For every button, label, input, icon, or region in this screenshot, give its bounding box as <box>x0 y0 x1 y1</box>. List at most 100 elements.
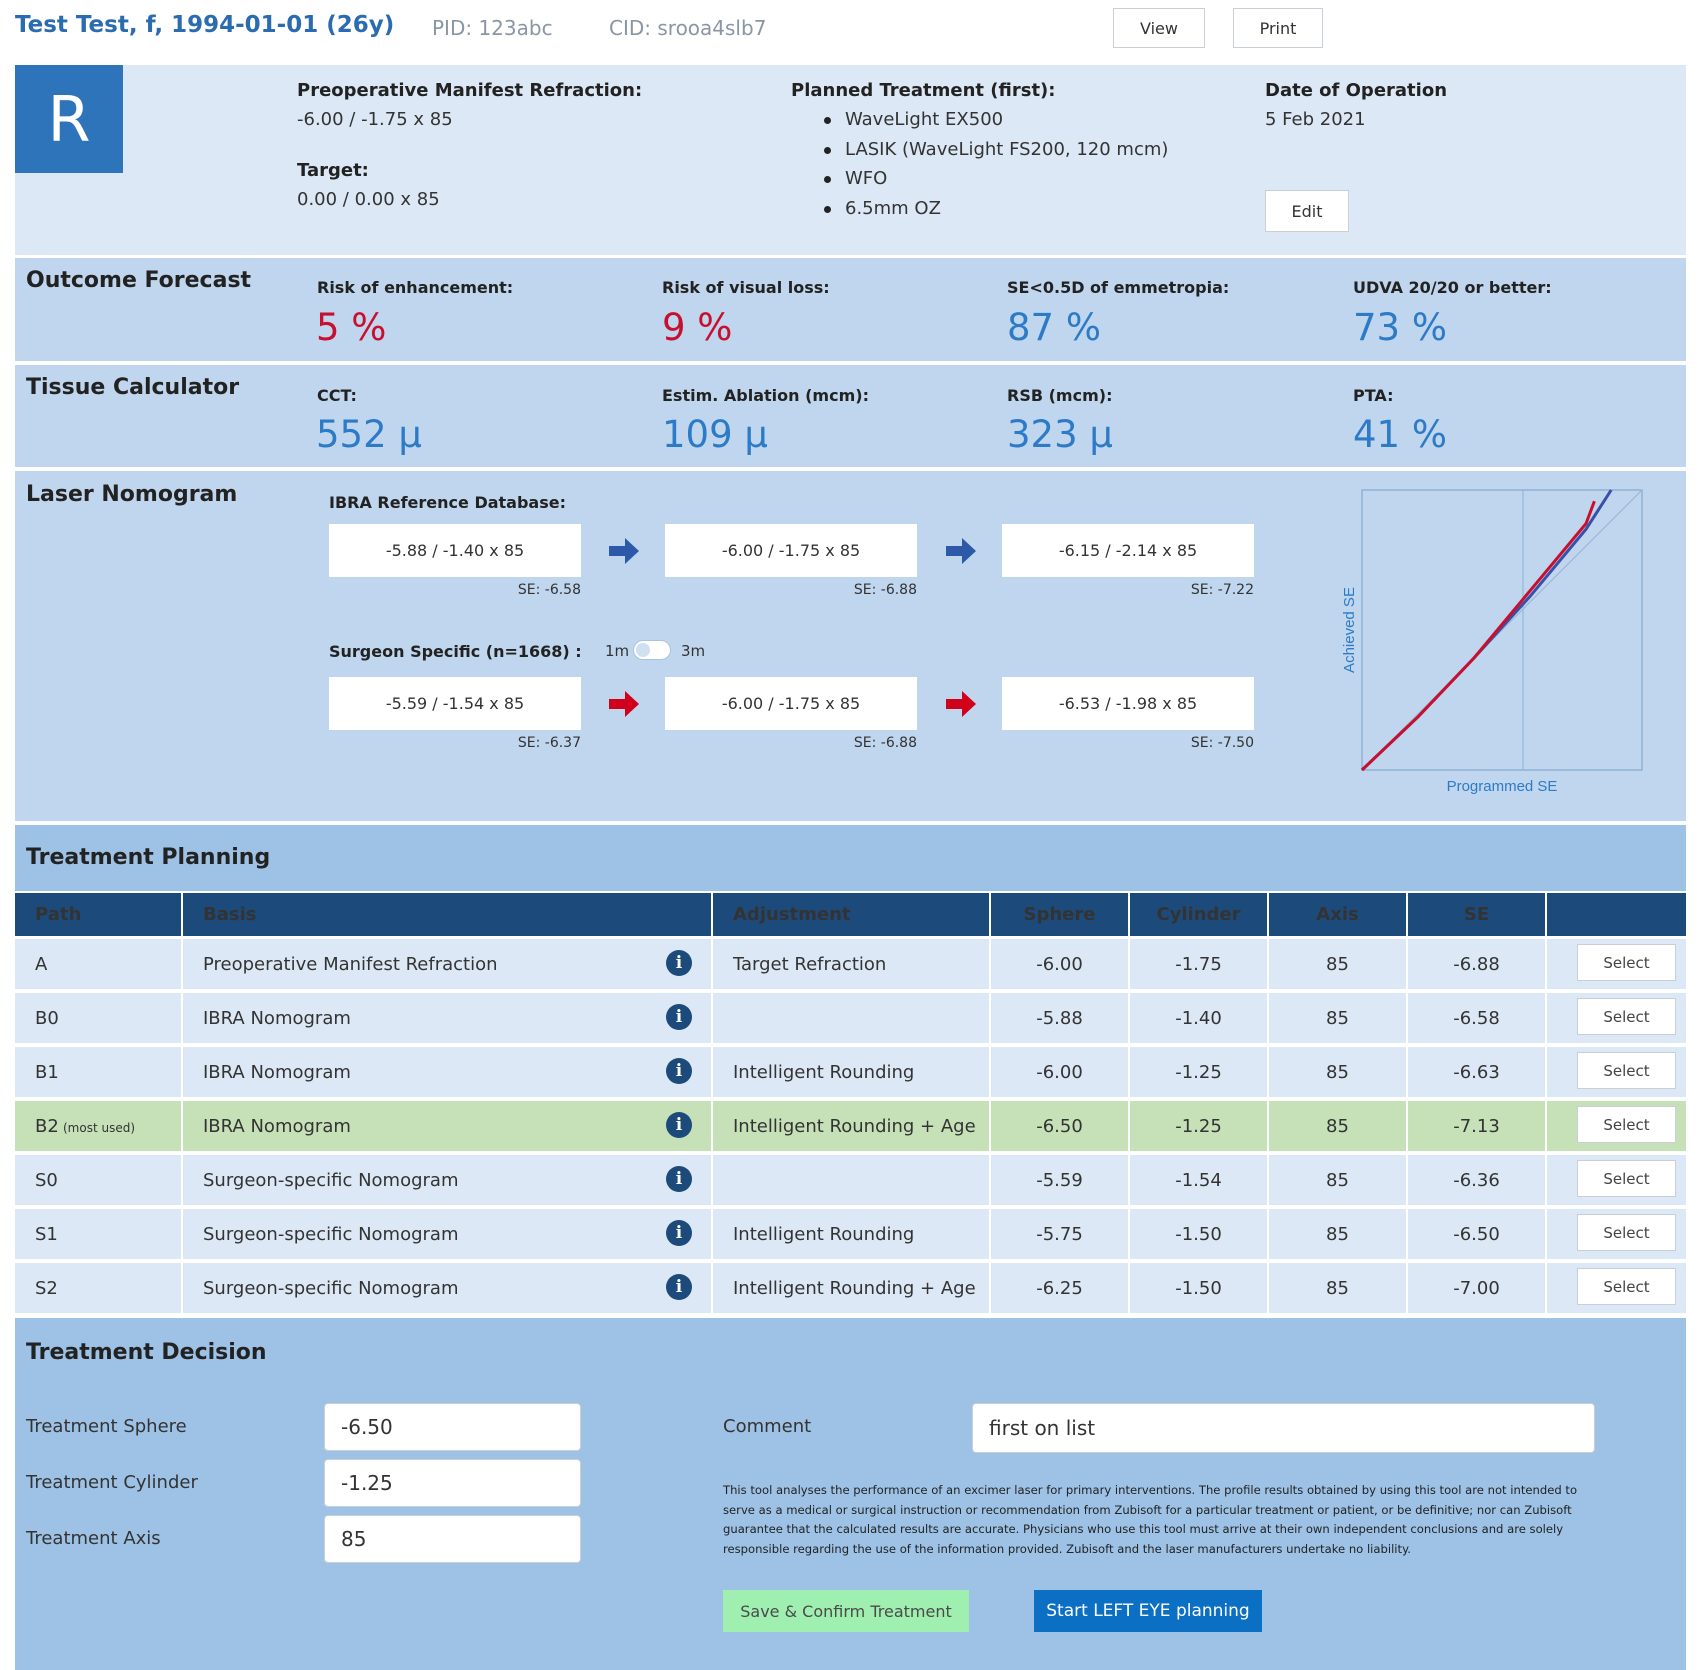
case-id: CID: srooa4slb7 <box>609 16 767 40</box>
adjustment-cell: Target Refraction <box>733 953 887 975</box>
metric-value: 552 μ <box>316 413 422 456</box>
col-axis: Axis <box>1316 904 1359 925</box>
nomogram-chart: Programmed SE Achieved SE <box>1341 489 1643 795</box>
treatment-sphere-input[interactable]: -6.50 <box>324 1403 581 1451</box>
info-icon[interactable]: i <box>666 950 692 976</box>
sphere-cell: -6.50 <box>1036 1115 1083 1137</box>
comment-input[interactable]: first on list <box>972 1403 1595 1453</box>
print-button[interactable]: Print <box>1233 8 1323 48</box>
outcome-title: Outcome Forecast <box>26 268 252 293</box>
target-value: 0.00 / 0.00 x 85 <box>297 189 440 210</box>
se-cell: -7.13 <box>1453 1115 1500 1137</box>
start-left-eye-button[interactable]: Start LEFT EYE planning <box>1034 1590 1262 1632</box>
preop-value: -6.00 / -1.75 x 85 <box>297 109 453 130</box>
info-icon[interactable]: i <box>666 1004 692 1030</box>
select-button[interactable]: Select <box>1577 998 1676 1035</box>
table-row: S0 Surgeon-specific Nomogram i -5.59 -1.54 85… <box>15 1155 1686 1205</box>
edit-button[interactable]: Edit <box>1265 190 1349 232</box>
table-header: Path Basis Adjustment Sphere Cylinder Ax… <box>15 893 1686 936</box>
info-icon[interactable]: i <box>666 1220 692 1246</box>
path-cell: S0 <box>35 1169 58 1191</box>
cylinder-cell: -1.40 <box>1175 1007 1222 1029</box>
metric-value: 5 % <box>316 306 387 349</box>
axis-label: Treatment Axis <box>26 1528 161 1549</box>
outcome-panel <box>15 258 1686 361</box>
planned-item: LASIK (WaveLight FS200, 120 mcm) <box>824 139 1168 169</box>
metric-label: Estim. Ablation (mcm): <box>662 386 869 405</box>
se-cell: -6.50 <box>1453 1223 1500 1245</box>
basis-cell: IBRA Nomogram <box>203 1061 351 1083</box>
treatment-cylinder-input[interactable]: -1.25 <box>324 1459 581 1507</box>
tissue-title: Tissue Calculator <box>26 375 240 400</box>
surgeon-label: Surgeon Specific (n=1668) : <box>329 642 582 661</box>
sphere-cell: -5.59 <box>1036 1169 1083 1191</box>
ibra-box: -6.15 / -2.14 x 85 <box>1002 524 1254 577</box>
select-button[interactable]: Select <box>1577 1052 1676 1089</box>
metric-label: Risk of enhancement: <box>317 278 514 297</box>
ibra-label: IBRA Reference Database: <box>329 493 566 512</box>
cylinder-label: Treatment Cylinder <box>26 1472 198 1493</box>
sphere-cell: -5.88 <box>1036 1007 1083 1029</box>
select-button[interactable]: Select <box>1577 1160 1676 1197</box>
patient-id: PID: 123abc <box>432 16 553 40</box>
surgeon-se: SE: -7.50 <box>1190 735 1254 751</box>
period-toggle[interactable] <box>633 640 671 660</box>
select-button[interactable]: Select <box>1577 1106 1676 1143</box>
metric-value: 109 μ <box>662 413 768 456</box>
basis-cell: Preoperative Manifest Refraction <box>203 953 498 975</box>
decision-title: Treatment Decision <box>26 1340 267 1365</box>
planning-panel <box>15 825 1686 891</box>
planned-item: WaveLight EX500 <box>824 109 1168 139</box>
axis-cell: 85 <box>1326 1223 1349 1245</box>
metric-value: 87 % <box>1007 306 1101 349</box>
surgeon-box: -6.53 / -1.98 x 85 <box>1002 677 1254 730</box>
cylinder-cell: -1.25 <box>1175 1115 1222 1137</box>
info-icon[interactable]: i <box>666 1166 692 1192</box>
table-row: B1 IBRA Nomogram i Intelligent Rounding -6.0… <box>15 1047 1686 1097</box>
date-label: Date of Operation <box>1265 80 1448 101</box>
disclaimer-text: This tool analyses the performance of an… <box>723 1483 1578 1556</box>
chart-series-line <box>1360 500 1596 772</box>
info-icon[interactable]: i <box>666 1274 692 1300</box>
metric-value: 9 % <box>662 306 733 349</box>
col-cylinder: Cylinder <box>1156 904 1241 925</box>
axis-cell: 85 <box>1326 1115 1349 1137</box>
ibra-se: SE: -6.88 <box>853 582 917 598</box>
view-button[interactable]: View <box>1113 8 1205 48</box>
se-cell: -7.00 <box>1453 1277 1500 1299</box>
metric-label: Risk of visual loss: <box>662 278 830 297</box>
nomogram-title: Laser Nomogram <box>26 482 238 507</box>
axis-cell: 85 <box>1326 1277 1349 1299</box>
info-icon[interactable]: i <box>666 1112 692 1138</box>
planned-item: WFO <box>824 168 1168 198</box>
ibra-box: -6.00 / -1.75 x 85 <box>665 524 917 577</box>
select-button[interactable]: Select <box>1577 1214 1676 1251</box>
metric-label: RSB (mcm): <box>1007 386 1113 405</box>
toggle-3m-label: 3m <box>681 642 706 660</box>
basis-cell: Surgeon-specific Nomogram <box>203 1223 459 1245</box>
info-icon[interactable]: i <box>666 1058 692 1084</box>
toggle-1m-label: 1m <box>605 642 630 660</box>
summary-panel <box>15 65 1686 255</box>
axis-cell: 85 <box>1326 1169 1349 1191</box>
select-button[interactable]: Select <box>1577 944 1676 981</box>
path-cell: B2 <box>35 1115 59 1137</box>
cylinder-cell: -1.50 <box>1175 1277 1222 1299</box>
cylinder-cell: -1.54 <box>1175 1169 1222 1191</box>
treatment-axis-input[interactable]: 85 <box>324 1515 581 1563</box>
arrow-right-icon <box>609 691 639 717</box>
sphere-cell: -6.00 <box>1036 1061 1083 1083</box>
surgeon-se: SE: -6.37 <box>517 735 581 751</box>
preop-label: Preoperative Manifest Refraction: <box>297 80 643 101</box>
path-note: (most used) <box>63 1120 136 1135</box>
save-confirm-button[interactable]: Save & Confirm Treatment <box>723 1590 969 1632</box>
axis-cell: 85 <box>1326 1061 1349 1083</box>
select-button[interactable]: Select <box>1577 1268 1676 1305</box>
cylinder-cell: -1.50 <box>1175 1223 1222 1245</box>
tissue-panel <box>15 365 1686 467</box>
target-label: Target: <box>297 160 369 181</box>
path-cell: B0 <box>35 1007 59 1029</box>
planned-list: WaveLight EX500 LASIK (WaveLight FS200, … <box>824 109 1168 227</box>
chart-x-label: Programmed SE <box>1447 778 1558 795</box>
sphere-cell: -6.00 <box>1036 953 1083 975</box>
